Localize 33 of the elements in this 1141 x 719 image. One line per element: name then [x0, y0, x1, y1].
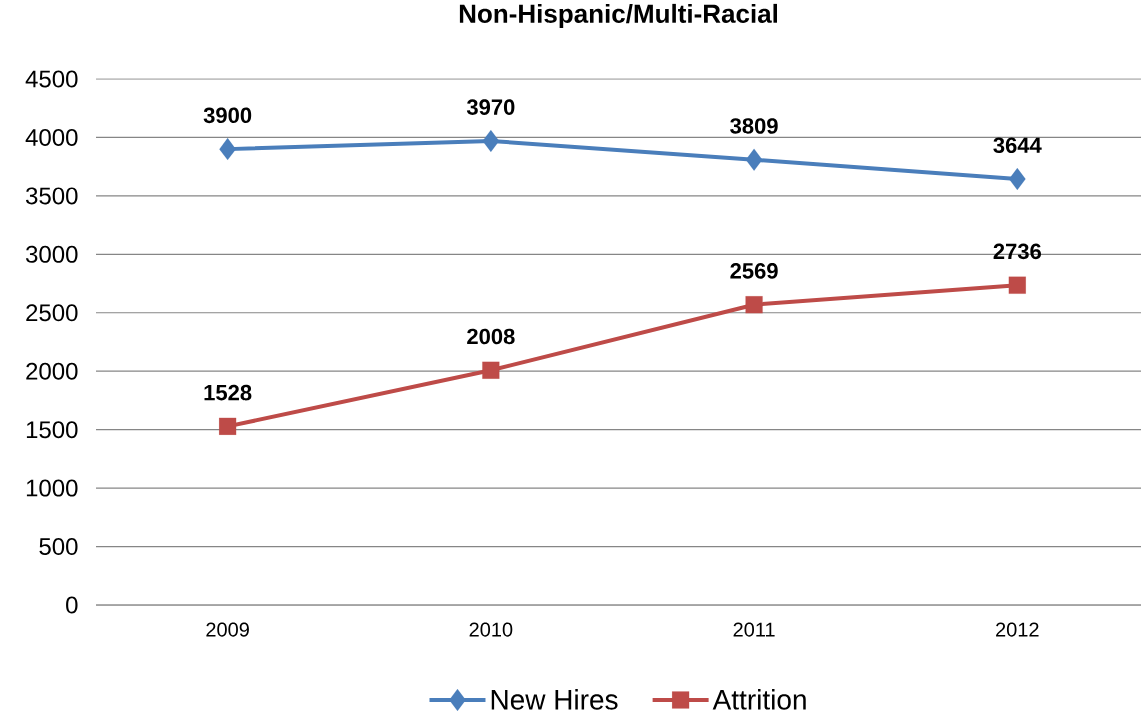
point — [745, 296, 763, 314]
x-tick-label: 2010 — [469, 622, 513, 637]
y-tick-label: 500 — [39, 538, 78, 556]
data-label: 2008 — [467, 328, 515, 345]
x-tick-label: 2012 — [996, 622, 1039, 637]
y-tick-label: 1500 — [26, 421, 78, 439]
y-tick-label: 4500 — [25, 70, 78, 88]
data-label: 3900 — [203, 107, 252, 124]
legend-label: New Hires — [491, 689, 618, 710]
y-tick-label: 0 — [66, 596, 78, 614]
point — [745, 148, 763, 171]
y-tick-label: 3500 — [25, 187, 78, 205]
data-label: 3644 — [993, 137, 1042, 154]
chart-title: Non-Hispanic/Multi-Racial — [459, 3, 778, 29]
y-tick-label: 2000 — [26, 362, 78, 380]
y-tick-label: 2500 — [26, 304, 78, 322]
y-tick-label: 1000 — [26, 479, 78, 497]
data-label: 1528 — [204, 384, 252, 401]
data-label: 3809 — [730, 118, 778, 134]
point — [219, 417, 237, 435]
x-tick-label: 2009 — [206, 622, 249, 637]
data-label: 2736 — [993, 243, 1041, 260]
x-tick-label: 2011 — [733, 622, 775, 637]
y-tick-label: 4000 — [25, 128, 78, 146]
data-label: 3970 — [466, 99, 515, 115]
point — [482, 361, 500, 379]
point — [1008, 276, 1026, 294]
y-tick-label: 3000 — [25, 245, 78, 263]
point — [482, 129, 500, 152]
point — [1008, 167, 1026, 191]
legend-label: Attrition — [712, 689, 806, 710]
data-label: 2569 — [730, 263, 778, 279]
point — [219, 138, 236, 161]
